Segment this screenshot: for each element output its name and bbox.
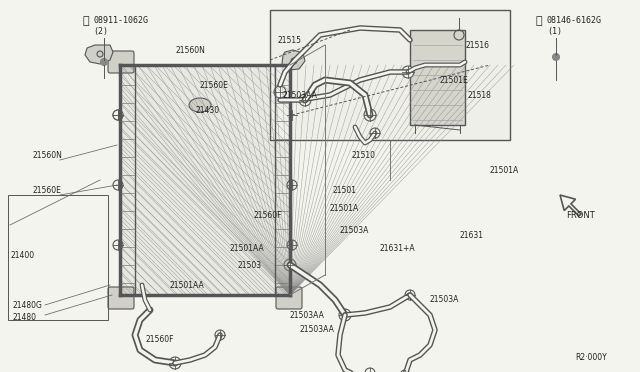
- Text: 21631: 21631: [460, 231, 484, 240]
- FancyBboxPatch shape: [276, 287, 302, 309]
- FancyBboxPatch shape: [276, 51, 302, 73]
- Circle shape: [339, 309, 351, 321]
- Text: 21503AA: 21503AA: [290, 311, 325, 320]
- Text: 21560E: 21560E: [32, 186, 61, 195]
- Text: 21510: 21510: [352, 151, 376, 160]
- Circle shape: [370, 128, 380, 138]
- Text: FRONT: FRONT: [566, 211, 595, 219]
- Text: 21503AA: 21503AA: [300, 326, 335, 334]
- Circle shape: [364, 109, 376, 121]
- Text: 21560E: 21560E: [200, 80, 229, 90]
- Text: 21501A: 21501A: [330, 203, 359, 212]
- Circle shape: [287, 110, 297, 120]
- Text: 21503AA: 21503AA: [283, 90, 318, 99]
- Circle shape: [113, 180, 123, 190]
- Circle shape: [402, 66, 414, 78]
- Polygon shape: [282, 50, 305, 70]
- Circle shape: [215, 330, 225, 340]
- Bar: [410, 30, 465, 125]
- Ellipse shape: [189, 98, 211, 112]
- Text: 21516: 21516: [466, 41, 490, 49]
- Text: 08911-1062G: 08911-1062G: [93, 16, 148, 25]
- Text: 21501AA: 21501AA: [230, 244, 265, 253]
- Text: 21560N: 21560N: [32, 151, 62, 160]
- Circle shape: [365, 368, 375, 372]
- Text: (1): (1): [547, 27, 562, 36]
- Text: 21501E: 21501E: [440, 76, 468, 84]
- Circle shape: [284, 259, 296, 271]
- Text: (2): (2): [93, 27, 108, 36]
- Text: 21503A: 21503A: [430, 295, 460, 305]
- Circle shape: [287, 240, 297, 250]
- Text: 21560F: 21560F: [254, 211, 282, 219]
- Circle shape: [287, 180, 297, 190]
- Text: 21501: 21501: [333, 186, 357, 195]
- Bar: [8, 195, 108, 320]
- Circle shape: [113, 110, 123, 120]
- Circle shape: [169, 357, 181, 369]
- Text: 08146-6162G: 08146-6162G: [547, 16, 602, 25]
- Bar: [270, 10, 510, 140]
- Circle shape: [552, 54, 559, 61]
- Text: 21501AA: 21501AA: [170, 280, 205, 289]
- Text: 21480G: 21480G: [12, 301, 42, 310]
- FancyBboxPatch shape: [108, 287, 134, 309]
- Bar: [122, 67, 288, 293]
- Circle shape: [97, 51, 103, 57]
- Circle shape: [100, 58, 108, 65]
- Text: 21430: 21430: [195, 106, 219, 115]
- Circle shape: [113, 240, 123, 250]
- Text: 21560F: 21560F: [145, 336, 173, 344]
- Circle shape: [113, 110, 123, 120]
- Text: 21515: 21515: [278, 35, 302, 45]
- Circle shape: [405, 290, 415, 300]
- FancyArrow shape: [560, 195, 581, 216]
- Circle shape: [291, 58, 297, 64]
- Bar: [120, 65, 290, 295]
- Text: 21503: 21503: [238, 260, 262, 269]
- Text: R2·000Y: R2·000Y: [575, 353, 607, 362]
- FancyBboxPatch shape: [108, 51, 134, 73]
- Text: Ⓝ: Ⓝ: [82, 16, 88, 26]
- Circle shape: [274, 86, 286, 98]
- Text: 21631+A: 21631+A: [380, 244, 415, 253]
- Text: 21501A: 21501A: [490, 166, 519, 174]
- Text: 21518: 21518: [468, 90, 492, 99]
- Circle shape: [299, 94, 311, 106]
- Polygon shape: [85, 45, 113, 64]
- Text: Ⓢ: Ⓢ: [536, 16, 543, 26]
- Text: 21503A: 21503A: [340, 225, 369, 234]
- Text: 21560N: 21560N: [175, 45, 205, 55]
- Circle shape: [400, 370, 410, 372]
- Text: 21400: 21400: [10, 250, 34, 260]
- Text: 21480: 21480: [12, 314, 36, 323]
